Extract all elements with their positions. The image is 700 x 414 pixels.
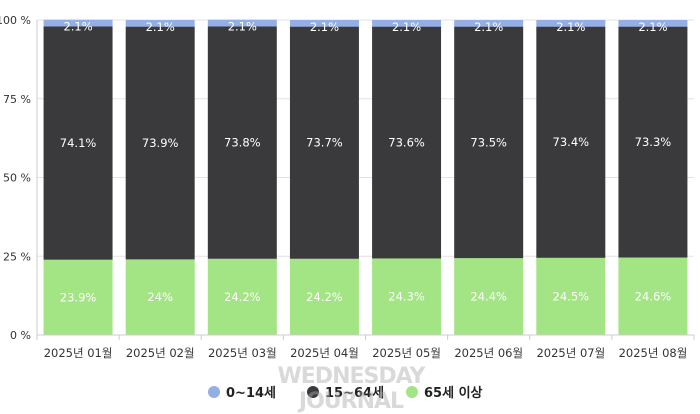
x-tick-label: 2025년 08월 <box>619 346 688 360</box>
data-label: 73.9% <box>142 136 179 150</box>
data-label: 2.1% <box>638 20 667 34</box>
x-tick-label: 2025년 07월 <box>536 346 605 360</box>
legend-marker <box>307 386 319 398</box>
bar-segment <box>207 26 277 259</box>
bar-segment <box>536 257 606 335</box>
bar-segment <box>618 26 688 258</box>
legend-label: 65세 이상 <box>424 385 483 401</box>
y-tick-label: 0 % <box>10 329 31 342</box>
y-tick-label: 25 % <box>3 250 31 263</box>
bar-segment <box>207 19 277 27</box>
bar-segment <box>372 20 442 27</box>
bar-segment <box>43 19 113 27</box>
bar-segment <box>289 258 359 335</box>
x-tick-label: 2025년 04월 <box>290 346 359 360</box>
data-label: 73.5% <box>470 135 507 149</box>
legend-marker <box>208 386 220 398</box>
bar-segment <box>372 258 442 335</box>
bar-segment <box>454 20 524 27</box>
bar-segment <box>536 26 606 258</box>
y-tick-label: 50 % <box>3 172 31 185</box>
x-tick-label: 2025년 02월 <box>126 346 195 360</box>
x-tick-label: 2025년 06월 <box>454 346 523 360</box>
data-label: 2.1% <box>556 20 585 34</box>
data-label: 24.6% <box>635 289 672 303</box>
legend-label: 0~14세 <box>226 386 276 401</box>
data-label: 2.1% <box>63 20 92 34</box>
x-tick-label: 2025년 01월 <box>44 346 113 360</box>
data-label: 74.1% <box>60 136 97 150</box>
bar-segment <box>289 26 359 259</box>
bar-segment <box>372 26 442 259</box>
bar-segment <box>454 26 524 259</box>
data-label: 2.1% <box>310 20 339 34</box>
legend-label: 15~64세 <box>325 386 384 401</box>
bar-segment <box>43 259 113 335</box>
data-label: 24% <box>147 290 173 304</box>
bar-segment <box>289 20 359 27</box>
data-label: 2.1% <box>392 20 421 34</box>
data-label: 73.3% <box>635 135 672 149</box>
bar-segment <box>207 258 277 335</box>
data-label: 73.8% <box>224 136 261 150</box>
data-label: 24.4% <box>470 290 507 304</box>
data-label: 24.3% <box>388 290 425 304</box>
data-label: 23.9% <box>60 290 97 304</box>
data-label: 2.1% <box>474 20 503 34</box>
bar-segment <box>125 259 195 335</box>
data-label: 73.7% <box>306 136 343 150</box>
data-label: 2.1% <box>146 20 175 34</box>
y-tick-label: 100 % <box>0 14 31 27</box>
y-tick-label: 75 % <box>3 93 31 106</box>
bar-segment <box>125 20 195 27</box>
bar-segment <box>454 258 524 335</box>
data-label: 24.5% <box>553 289 590 303</box>
data-label: 24.2% <box>224 290 261 304</box>
bar-segment <box>618 20 688 27</box>
x-tick-label: 2025년 05월 <box>372 346 441 360</box>
data-label: 2.1% <box>228 20 257 34</box>
data-label: 24.2% <box>306 290 343 304</box>
bar-segment <box>618 257 688 335</box>
legend-marker <box>406 386 418 398</box>
bar-segment <box>125 26 195 260</box>
x-tick-label: 2025년 03월 <box>208 346 277 360</box>
data-label: 73.4% <box>553 135 590 149</box>
bar-segment <box>536 20 606 27</box>
data-label: 73.6% <box>388 136 425 150</box>
bar-segment <box>43 26 113 260</box>
